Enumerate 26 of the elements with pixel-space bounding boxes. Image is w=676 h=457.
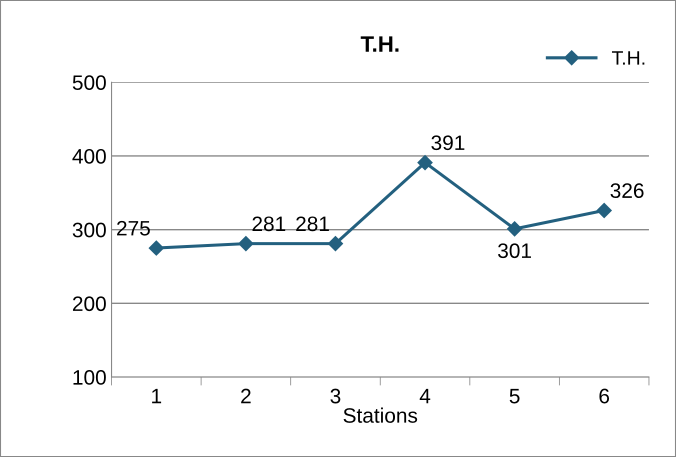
- data-label: 391: [431, 135, 464, 150]
- y-tick-label: 500: [72, 75, 106, 90]
- y-tick-label: 400: [72, 148, 106, 164]
- y-tick-label: 300: [72, 222, 106, 238]
- data-label: 281: [252, 216, 286, 232]
- x-tick-label: 2: [241, 388, 251, 404]
- data-label: 281: [296, 216, 329, 232]
- x-tick-label: 4: [420, 388, 430, 404]
- x-tick-label: 5: [510, 388, 520, 404]
- point: [507, 221, 522, 236]
- x-tick-label: 1: [152, 388, 162, 404]
- point: [417, 155, 433, 170]
- point: [596, 202, 612, 218]
- data-label: 275: [117, 220, 150, 236]
- data-label: 326: [610, 183, 644, 198]
- legend-label: T.H.: [612, 51, 644, 65]
- y-tick-label: 200: [72, 296, 106, 312]
- chart-title: T.H.: [360, 36, 398, 52]
- x-tick-label: 3: [330, 388, 340, 404]
- y-tick-label: 100: [74, 370, 106, 385]
- x-axis-title: Stations: [344, 408, 418, 423]
- point: [328, 236, 344, 252]
- data-label: 301: [498, 243, 531, 258]
- point: [238, 236, 254, 252]
- point: [148, 240, 164, 256]
- x-tick-label: 6: [599, 388, 610, 404]
